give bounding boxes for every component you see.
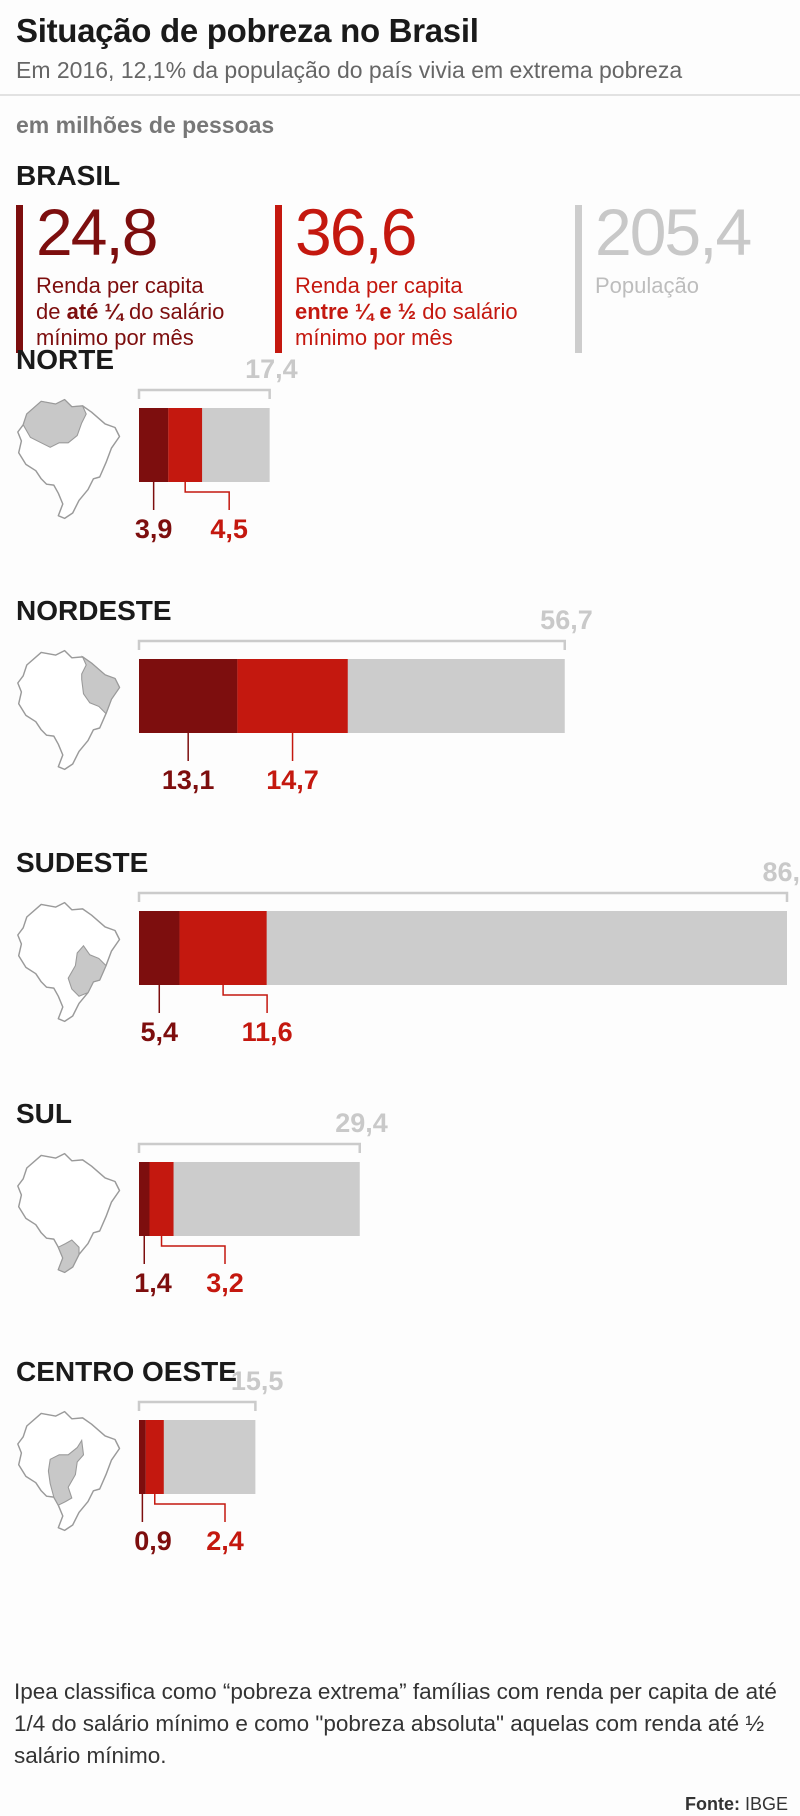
region-group: SUL 29,4 1,4 3,2	[16, 1098, 388, 1298]
extreme-value-label: 0,9	[134, 1526, 172, 1556]
region-map	[17, 398, 121, 520]
region-highlight	[67, 944, 107, 997]
stat-description: População	[595, 273, 699, 299]
absolute-poverty-bar	[179, 911, 267, 985]
extreme-value-label: 3,9	[135, 514, 173, 544]
region-group: SUDESTE 86,3 5,4 11,6	[16, 847, 800, 1047]
desc-bold: até ¼	[66, 299, 123, 324]
absolute-value-label: 11,6	[242, 1017, 293, 1047]
region-highlight	[47, 1438, 85, 1506]
region-name: NORDESTE	[16, 595, 172, 626]
region-name: NORTE	[16, 344, 114, 375]
population-label: 56,7	[540, 605, 593, 635]
extreme-poverty-bar	[139, 1162, 150, 1236]
leader-line	[184, 482, 230, 510]
desc-line: entre ¼ e ½ do salário	[295, 299, 518, 325]
leader-line	[222, 985, 268, 1013]
region-name: SUL	[16, 1098, 72, 1129]
absolute-poverty-bar	[149, 1162, 174, 1236]
brasil-summary: BRASIL 24,8 Renda per capita de até ¼ do…	[0, 155, 800, 355]
region-map	[17, 1152, 121, 1274]
population-bracket	[137, 388, 271, 399]
population-bracket	[137, 1142, 362, 1153]
population-label: 86,3	[762, 857, 800, 887]
stat-description: Renda per capita entre ¼ e ½ do salário …	[295, 273, 518, 351]
population-label: 29,4	[335, 1108, 388, 1138]
divider	[0, 94, 800, 96]
stat-bar	[575, 205, 582, 353]
population-bracket	[137, 1400, 257, 1411]
source: Fonte: IBGE	[685, 1794, 788, 1815]
absolute-poverty-bar	[168, 408, 203, 482]
absolute-value-label: 14,7	[266, 765, 319, 795]
absolute-value-label: 4,5	[210, 514, 248, 544]
source-value: IBGE	[744, 1794, 788, 1814]
leader-line	[154, 1494, 226, 1522]
stat-bar	[16, 205, 23, 353]
population-bracket	[137, 891, 789, 902]
absolute-poverty-bar	[237, 659, 348, 733]
stat-description: Renda per capita de até ¼ do salário mín…	[36, 273, 224, 351]
population-label: 15,5	[231, 1366, 284, 1396]
region-map	[17, 1410, 121, 1532]
extreme-value-label: 1,4	[134, 1268, 172, 1298]
region-highlight	[81, 655, 121, 715]
extreme-value-label: 5,4	[141, 1017, 179, 1047]
desc-text: de	[36, 299, 67, 324]
stat-value: 24,8	[36, 195, 158, 269]
population-label: 17,4	[245, 354, 298, 384]
absolute-value-label: 3,2	[206, 1268, 244, 1298]
extreme-value-label: 13,1	[162, 765, 215, 795]
extreme-poverty-bar	[139, 911, 180, 985]
stat-value: 36,6	[295, 195, 417, 269]
desc-line: de até ¼ do salário	[36, 299, 224, 325]
population-bar	[139, 1162, 360, 1236]
stat-bar	[275, 205, 282, 353]
population-bracket	[137, 639, 566, 650]
absolute-poverty-bar	[145, 1420, 164, 1494]
stat-value: 205,4	[595, 195, 752, 269]
region-map	[17, 649, 121, 771]
extreme-poverty-bar	[139, 1420, 146, 1494]
desc-line: mínimo por mês	[36, 325, 194, 350]
brazil-outline	[17, 901, 121, 1023]
extreme-poverty-bar	[139, 408, 169, 482]
source-label: Fonte:	[684, 1794, 740, 1814]
brasil-title: BRASIL	[16, 160, 121, 191]
desc-text: do salário	[416, 299, 518, 324]
region-name: CENTRO OESTE	[16, 1356, 237, 1387]
region-map	[17, 901, 121, 1023]
region-name: SUDESTE	[16, 847, 148, 878]
desc-text: do salário	[122, 299, 225, 324]
region-group: NORTE 17,4 3,9 4,5	[16, 344, 298, 544]
unit-label: em milhões de pessoas	[16, 112, 275, 138]
chart-subtitle: Em 2016, 12,1% da população do país vivi…	[16, 57, 683, 83]
leader-line	[160, 1236, 226, 1264]
desc-line: Renda per capita	[36, 273, 204, 298]
region-highlight	[57, 1239, 80, 1274]
footnote: Ipea classifica como “pobreza extrema” f…	[14, 1679, 777, 1768]
desc-line: mínimo por mês	[295, 325, 453, 350]
chart-title: Situação de pobreza no Brasil	[16, 12, 479, 49]
region-highlight	[22, 398, 87, 448]
desc-line: Renda per capita	[295, 273, 463, 298]
desc-line: População	[595, 273, 699, 298]
absolute-value-label: 2,4	[206, 1526, 244, 1556]
desc-bold: entre ¼ e ½	[295, 299, 417, 324]
extreme-poverty-bar	[139, 659, 238, 733]
region-group: NORDESTE 56,7 13,1 14,7	[16, 595, 593, 795]
